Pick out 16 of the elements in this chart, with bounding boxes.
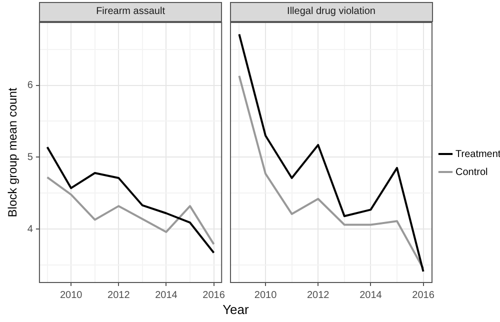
y-axis-title: Block group mean count — [6, 87, 20, 218]
chart-title: Firearm assault — [38, 2, 222, 22]
chart-title: Illegal drug violation — [230, 2, 432, 22]
x-tick-label: 2010 — [254, 290, 278, 301]
y-tick-label: 6 — [27, 80, 34, 92]
x-tick-label: 2010 — [60, 290, 83, 301]
x-tick-label: 2016 — [412, 290, 435, 301]
legend-label: Control — [456, 166, 488, 178]
x-tick-label: 2016 — [202, 290, 226, 301]
x-tick-label: 2014 — [155, 290, 178, 301]
x-axis-title: Year — [222, 302, 249, 317]
y-tick-label: 5 — [27, 152, 34, 163]
x-tick-label: 2014 — [360, 290, 382, 301]
x-tick-label: 2012 — [306, 290, 330, 301]
y-tick-label: 4 — [27, 224, 34, 235]
x-tick-label: 2012 — [108, 290, 130, 301]
